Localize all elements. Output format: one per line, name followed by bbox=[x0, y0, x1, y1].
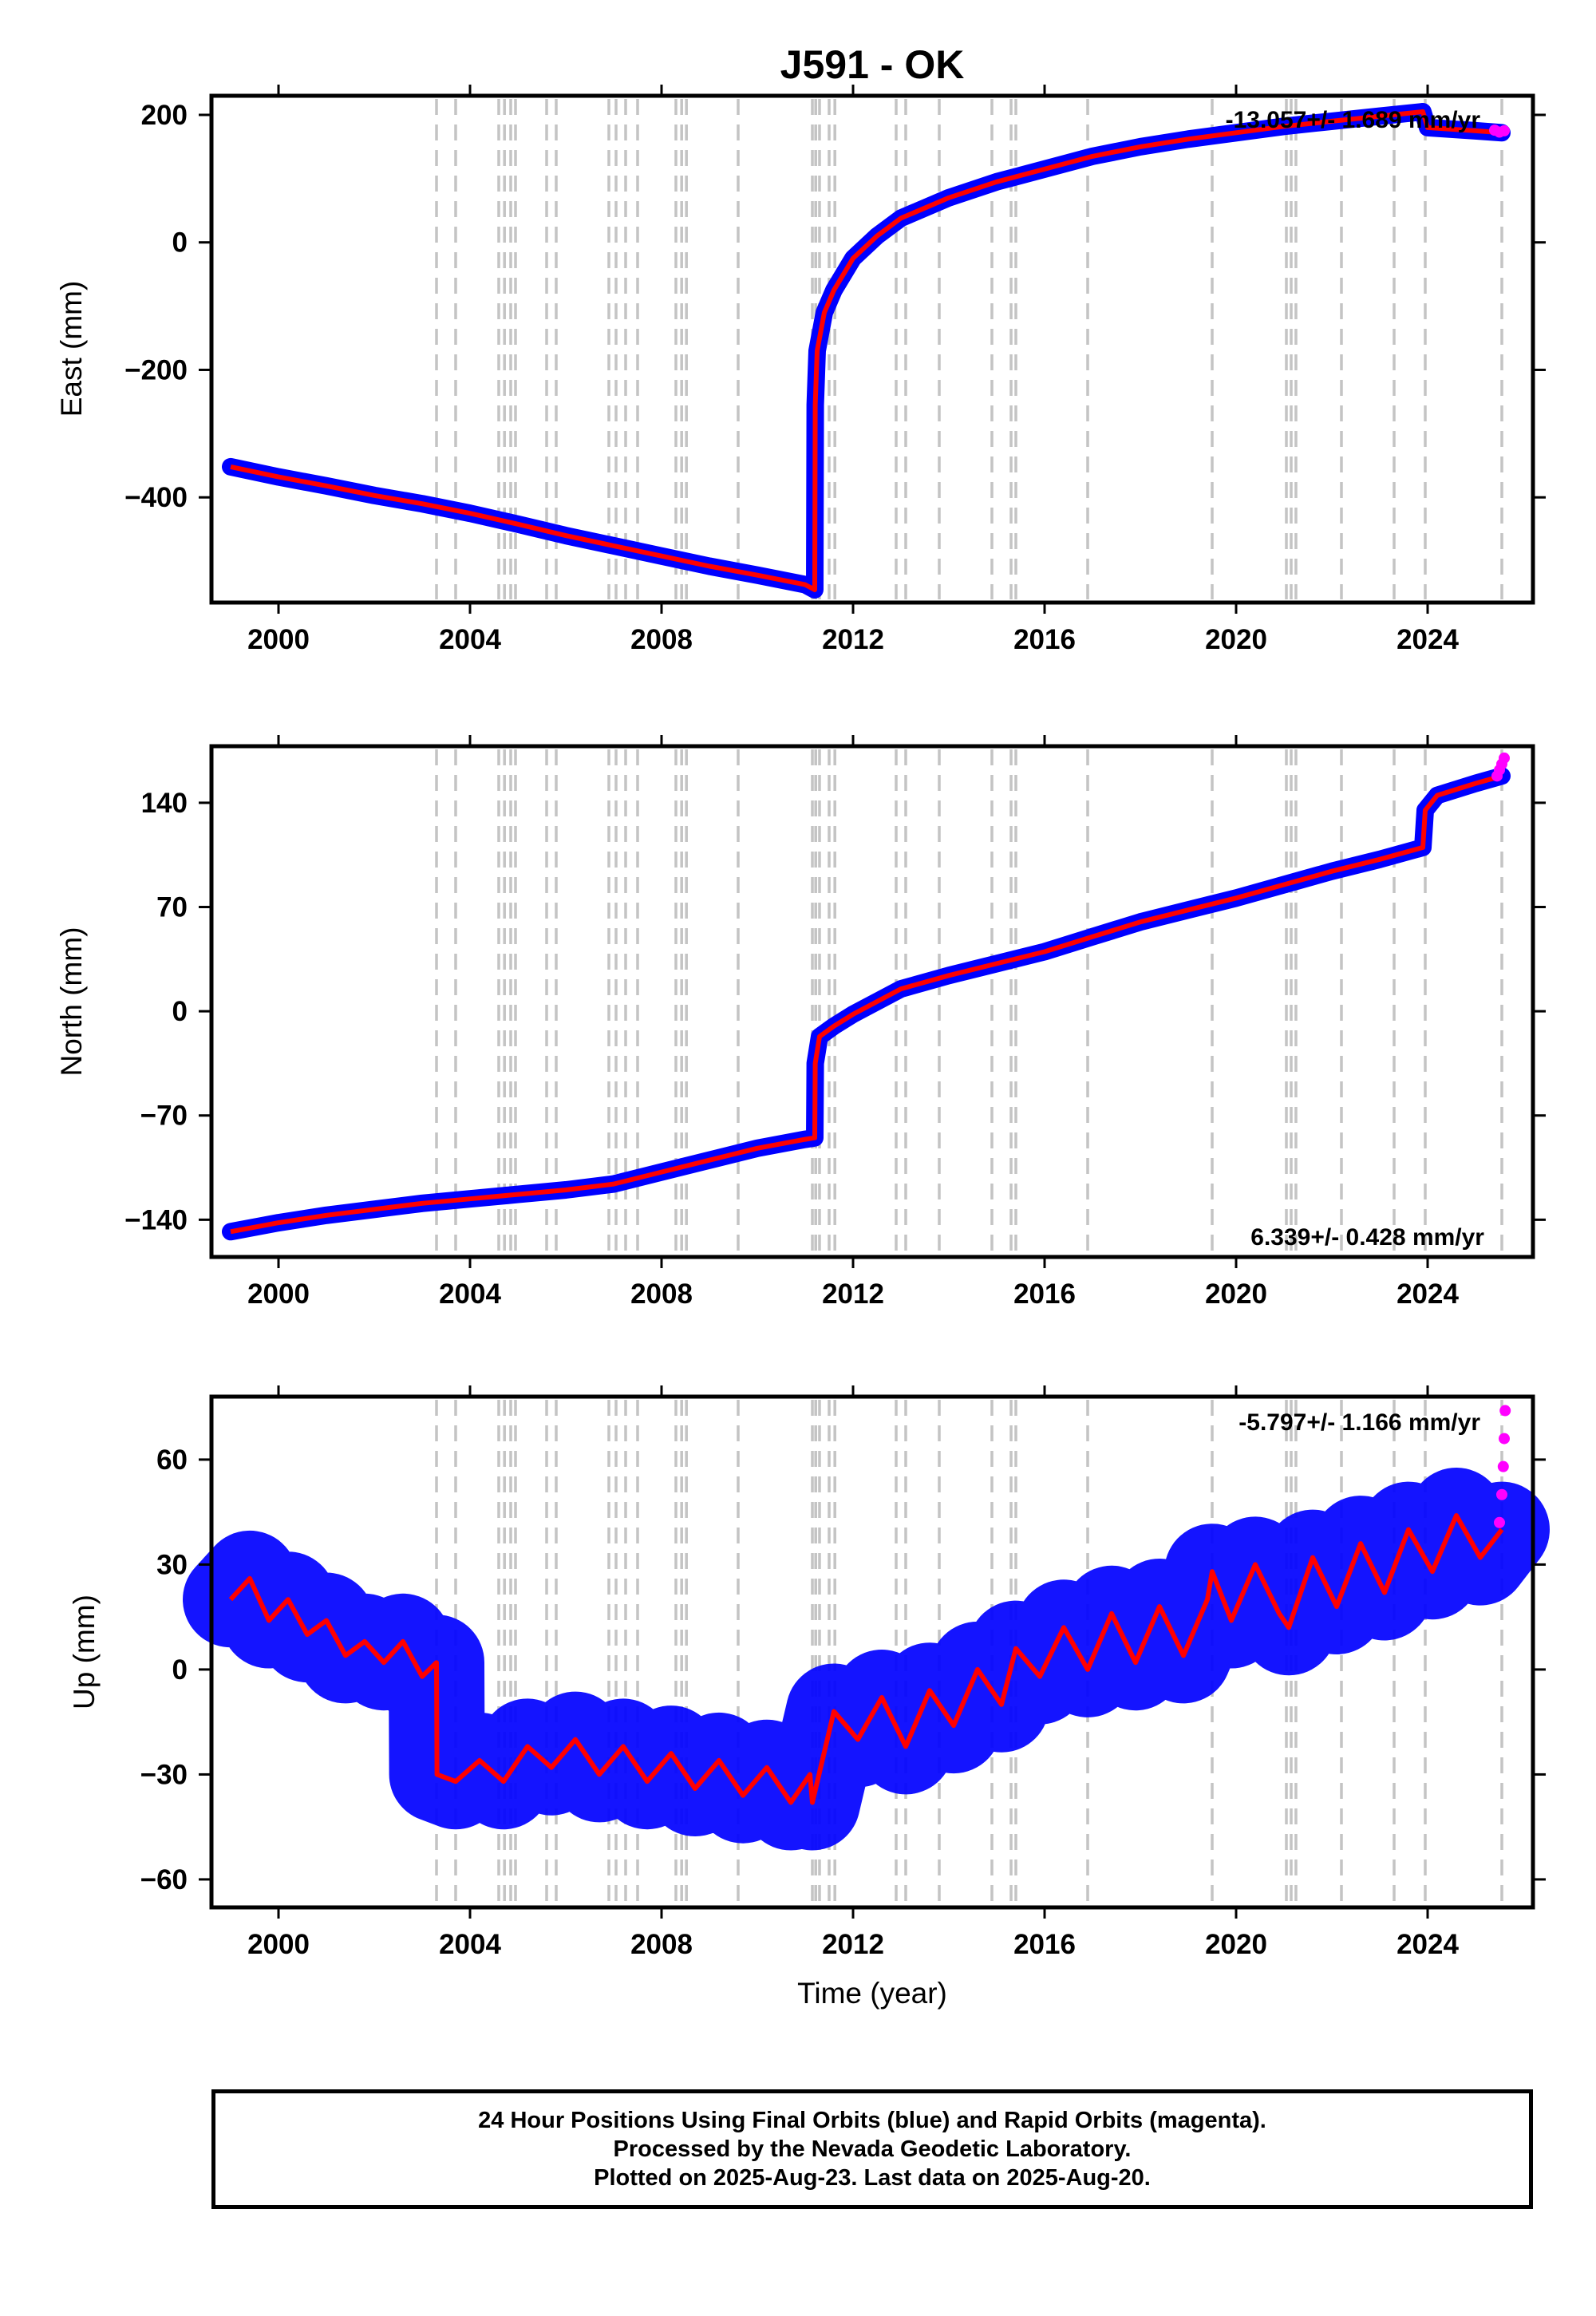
north-model-fit-line bbox=[230, 773, 1503, 1235]
up-ticks: 2000 2004 2008 2012 2016 2020 2024 −60 −30 0 30 60 bbox=[140, 1385, 1546, 1960]
north-xtick-label: 2004 bbox=[439, 1279, 501, 1310]
north-ticks: 2000 2004 2008 2012 2016 2020 2024 −140 −70 0 70 14… bbox=[124, 735, 1546, 1310]
east-rapid-orbit-point bbox=[1499, 124, 1510, 136]
north-data-layer bbox=[222, 752, 1511, 1241]
up-xtick-label: 2008 bbox=[630, 1929, 693, 1960]
up-rapid-orbit-point bbox=[1494, 1516, 1505, 1528]
up-xtick-label: 2016 bbox=[1013, 1929, 1076, 1960]
north-xtick-label: 2024 bbox=[1396, 1279, 1459, 1310]
east-ytick-label: −200 bbox=[124, 354, 188, 385]
east-xtick-label: 2020 bbox=[1205, 624, 1267, 655]
north-event-lines bbox=[435, 749, 1503, 1254]
north-xtick-label: 2020 bbox=[1205, 1279, 1267, 1310]
x-axis-label: Time (year) bbox=[797, 1977, 947, 2010]
north-final-orbit-band bbox=[222, 767, 1511, 1241]
chart-title: J591 - OK bbox=[780, 42, 965, 87]
up-ytick-label: −60 bbox=[140, 1864, 188, 1895]
north-ytick-label: 70 bbox=[156, 892, 188, 923]
north-panel: 2000 2004 2008 2012 2016 2020 2024 −140 −70 0 70 14… bbox=[55, 735, 1546, 1310]
east-xtick-label: 2008 bbox=[630, 624, 693, 655]
up-rapid-orbit-point bbox=[1499, 1405, 1511, 1417]
caption-box: 24 Hour Positions Using Final Orbits (bl… bbox=[211, 2089, 1533, 2209]
caption-line-1: 24 Hour Positions Using Final Orbits (bl… bbox=[478, 2108, 1266, 2133]
east-ytick-label: 200 bbox=[141, 100, 188, 131]
up-xtick-label: 2004 bbox=[439, 1929, 501, 1960]
up-rapid-orbit-point bbox=[1499, 1433, 1510, 1445]
north-ytick-label: −70 bbox=[140, 1101, 188, 1132]
up-data-layer bbox=[183, 1405, 1550, 1851]
up-ytick-label: 30 bbox=[156, 1549, 188, 1580]
east-plot-frame bbox=[209, 93, 1535, 605]
up-ytick-label: 0 bbox=[172, 1654, 188, 1686]
up-ylabel: Up (mm) bbox=[68, 1595, 101, 1709]
up-panel: 2000 2004 2008 2012 2016 2020 2024−60−3003060 … bbox=[68, 1385, 1550, 1960]
north-xtick-label: 2016 bbox=[1013, 1279, 1076, 1310]
north-xtick-label: 2000 bbox=[247, 1279, 310, 1310]
east-xtick-label: 2004 bbox=[439, 624, 501, 655]
north-ytick-label: 140 bbox=[141, 788, 188, 819]
east-ytick-label: 0 bbox=[172, 227, 188, 259]
north-ytick-label: 0 bbox=[172, 996, 188, 1027]
east-data-layer bbox=[222, 103, 1511, 599]
east-final-orbit-band bbox=[222, 103, 1511, 599]
caption-line-3: Plotted on 2025-Aug-23. Last data on 202… bbox=[594, 2165, 1151, 2191]
up-rate-label: -5.797+/- 1.166 mm/yr bbox=[1238, 1409, 1480, 1436]
east-ytick-label: −400 bbox=[124, 482, 188, 513]
up-xtick-label: 2012 bbox=[822, 1929, 884, 1960]
east-xtick-label: 2024 bbox=[1396, 624, 1459, 655]
up-xtick-label: 2024 bbox=[1396, 1929, 1459, 1960]
north-rapid-orbit-point bbox=[1499, 752, 1510, 764]
up-xtick-label: 2020 bbox=[1205, 1929, 1267, 1960]
north-plot-frame bbox=[209, 744, 1535, 1259]
east-ticks: 2000 2004 2008 2012 2016 2020 2024 −400 −200 0 200 bbox=[124, 85, 1546, 655]
up-ytick-label: 60 bbox=[156, 1445, 188, 1476]
north-ylabel: North (mm) bbox=[55, 927, 88, 1076]
east-model-fit-line bbox=[230, 109, 1503, 592]
north-xtick-label: 2008 bbox=[630, 1279, 693, 1310]
north-rate-label: 6.339+/- 0.428 mm/yr bbox=[1250, 1224, 1484, 1251]
up-ytick-label: −30 bbox=[140, 1759, 188, 1790]
east-ylabel: East (mm) bbox=[55, 281, 88, 417]
up-rapid-orbit-point bbox=[1497, 1460, 1509, 1472]
east-rate-label: -13.057+/- 1.689 mm/yr bbox=[1226, 107, 1481, 133]
east-xtick-label: 2000 bbox=[247, 624, 310, 655]
east-event-lines bbox=[435, 99, 1503, 599]
east-xtick-label: 2012 bbox=[822, 624, 884, 655]
caption-line-2: Processed by the Nevada Geodetic Laborat… bbox=[613, 2136, 1132, 2162]
east-panel: 2000 2004 2008 2012 2016 2020 2024−400−2000200… bbox=[55, 85, 1546, 655]
up-xtick-label: 2000 bbox=[247, 1929, 310, 1960]
north-ytick-label: −140 bbox=[124, 1204, 188, 1235]
up-plot-frame bbox=[209, 1394, 1535, 1910]
north-xtick-label: 2012 bbox=[822, 1279, 884, 1310]
east-xtick-label: 2016 bbox=[1013, 624, 1076, 655]
up-rapid-orbit-point bbox=[1496, 1488, 1507, 1500]
up-model-fit-line bbox=[228, 1513, 1504, 1805]
